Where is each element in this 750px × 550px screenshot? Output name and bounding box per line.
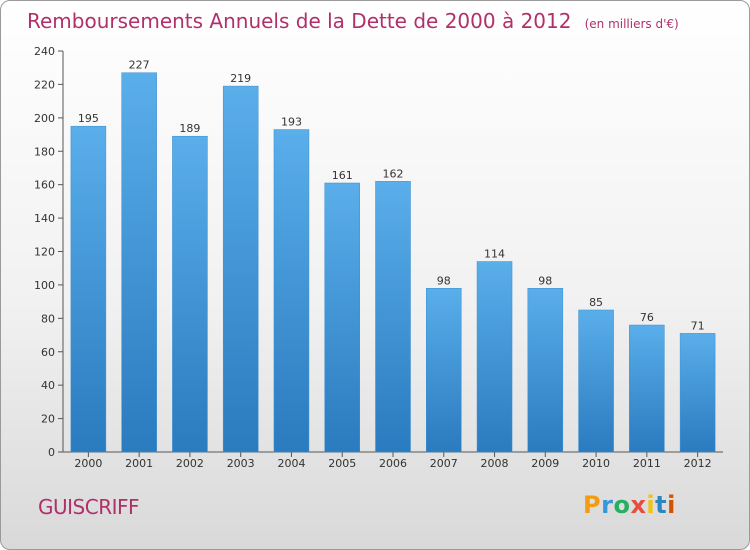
y-tick-label: 140 [34,212,55,225]
data-label: 162 [383,167,404,180]
bar-2001 [121,72,157,453]
x-tick-label: 2008 [481,457,509,470]
bar-2007 [426,288,462,453]
x-tick-label: 2003 [227,457,255,470]
y-tick-label: 200 [34,112,55,125]
y-tick-label: 0 [48,446,55,459]
data-label: 161 [332,169,353,182]
logo-letter: i [646,491,656,519]
bar-2005 [324,182,360,453]
logo-letter: P [583,491,602,519]
x-tick-label: 2006 [379,457,407,470]
logo-letter: i [667,491,676,519]
data-label: 114 [484,248,505,261]
bar-2004 [273,129,310,453]
x-tick-label: 2010 [582,457,610,470]
x-tick-label: 2011 [633,457,661,470]
x-tick-label: 2005 [328,457,356,470]
data-label: 98 [437,274,451,287]
commune-name: GUISCRIFF [38,495,140,519]
y-tick-label: 20 [41,413,55,426]
data-label: 189 [179,122,200,135]
bar-2012 [679,333,716,453]
x-tick-label: 2007 [430,457,458,470]
bar-2010 [578,309,614,453]
x-tick-label: 2009 [531,457,559,470]
logo-letter: r [601,491,614,519]
y-tick-label: 40 [41,379,55,392]
x-tick-label: 2001 [125,457,153,470]
y-tick-label: 240 [34,45,55,58]
x-tick-label: 2004 [277,457,305,470]
data-label: 195 [78,112,99,125]
bar-2002 [172,135,208,453]
bar-2003 [222,85,259,453]
x-tick-label: 2012 [684,457,712,470]
title-unit: (en milliers d'€) [584,17,679,31]
y-tick-label: 160 [34,179,55,192]
logo-letter: x [630,491,647,519]
x-tick-label: 2000 [74,457,102,470]
data-label: 193 [281,116,302,129]
proxiti-logo: Proxiti [583,491,676,519]
data-label: 219 [230,72,251,85]
logo-letter: t [655,491,668,519]
y-tick-label: 120 [34,246,55,259]
data-label: 71 [691,319,705,332]
data-label: 85 [589,296,603,309]
y-tick-label: 180 [34,145,55,158]
y-tick-label: 80 [41,312,55,325]
bar-2000 [70,125,107,453]
title-main: Remboursements Annuels de la Dette de 20… [27,9,572,33]
data-label: 98 [538,274,552,287]
bar-2011 [629,324,665,453]
chart-title: Remboursements Annuels de la Dette de 20… [27,9,679,33]
data-label: 76 [640,311,654,324]
data-label: 227 [129,59,150,72]
bar-2008 [476,261,513,453]
x-tick-label: 2002 [176,457,204,470]
y-tick-label: 60 [41,346,55,359]
logo-letter: o [613,491,631,519]
bar-2006 [375,181,411,453]
y-tick-label: 220 [34,78,55,91]
y-tick-label: 100 [34,279,55,292]
bar-2009 [527,288,564,453]
